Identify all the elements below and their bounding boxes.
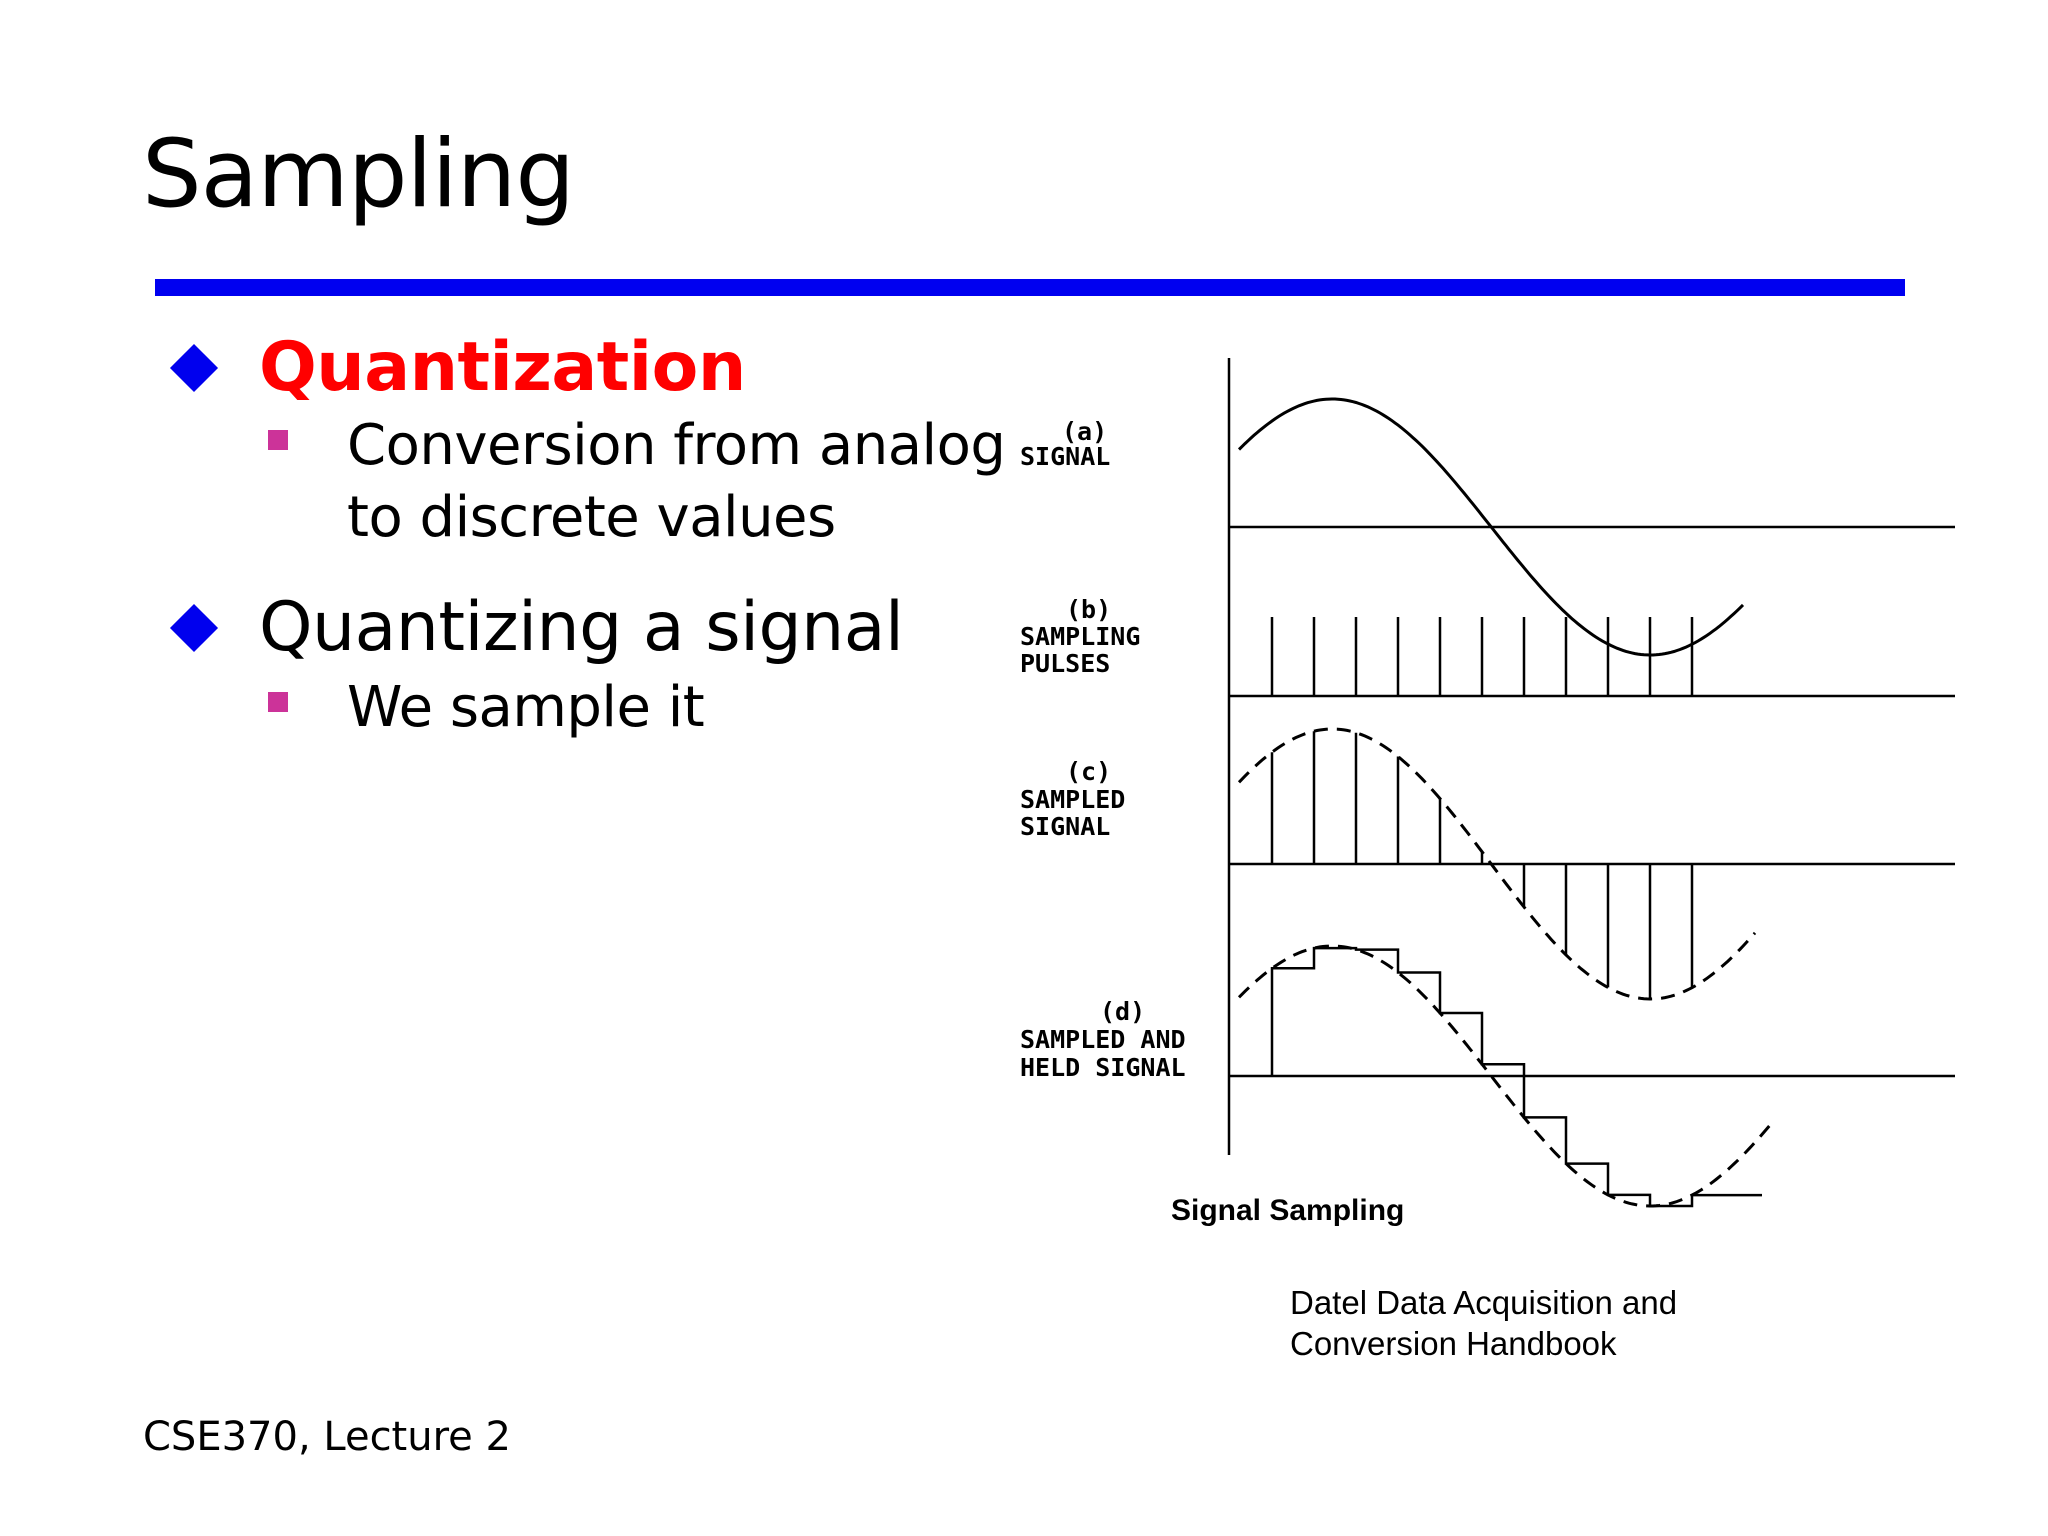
panel-c-line-2: SIGNAL	[1020, 812, 1110, 841]
title-rule	[155, 279, 1905, 296]
panel-d-line-1: SAMPLED AND	[1020, 1025, 1186, 1054]
panel-d-letter: (d)	[1100, 997, 1145, 1026]
diamond-bullet-icon	[169, 603, 219, 653]
sub-bullet-line-1: Conversion from analog	[347, 413, 1006, 478]
bullet-quantizing-signal-text: Quantizing a signal	[259, 588, 904, 667]
signal-sampling-diagram: (a) SIGNAL (b) SAMPLING PULSES (c) SAMPL…	[1020, 358, 1955, 1227]
panel-b-letter: (b)	[1066, 595, 1111, 624]
bullet-quantization-text: Quantization	[259, 328, 746, 407]
signal-curve	[1237, 397, 1745, 657]
panel-d-line-2: HELD SIGNAL	[1020, 1053, 1186, 1082]
panel-a-letter: (a)	[1062, 417, 1107, 446]
slide-title: Sampling	[142, 120, 575, 229]
slide-footer: CSE370, Lecture 2	[143, 1414, 511, 1460]
square-bullet-icon	[268, 692, 288, 712]
signal-sampling-figure: (a) SIGNAL (b) SAMPLING PULSES (c) SAMPL…	[990, 340, 1980, 1260]
sub-bullet-line-2: to discrete values	[347, 485, 836, 550]
sub-bullet-sample-text: We sample it	[347, 675, 705, 740]
panel-b-line-1: SAMPLING	[1020, 622, 1140, 651]
bullet-quantization: Quantization	[165, 334, 746, 402]
sampled-envelope	[1237, 727, 1757, 1001]
panel-c-line-1: SAMPLED	[1020, 785, 1125, 814]
source-citation: Datel Data Acquisition and Conversion Ha…	[1290, 1284, 1678, 1362]
panel-a-line-1: SIGNAL	[1020, 442, 1110, 471]
held-envelope	[1237, 944, 1772, 1208]
held-staircase	[1270, 946, 1762, 1208]
square-bullet-icon	[268, 430, 288, 450]
panel-b-line-2: PULSES	[1020, 649, 1110, 678]
panel-c-letter: (c)	[1066, 757, 1111, 786]
signal-traces	[1229, 397, 1955, 1208]
figure-caption: Signal Sampling	[1171, 1194, 1404, 1227]
bullet-quantizing-signal: Quantizing a signal	[165, 588, 904, 667]
diamond-bullet-icon	[169, 343, 219, 393]
